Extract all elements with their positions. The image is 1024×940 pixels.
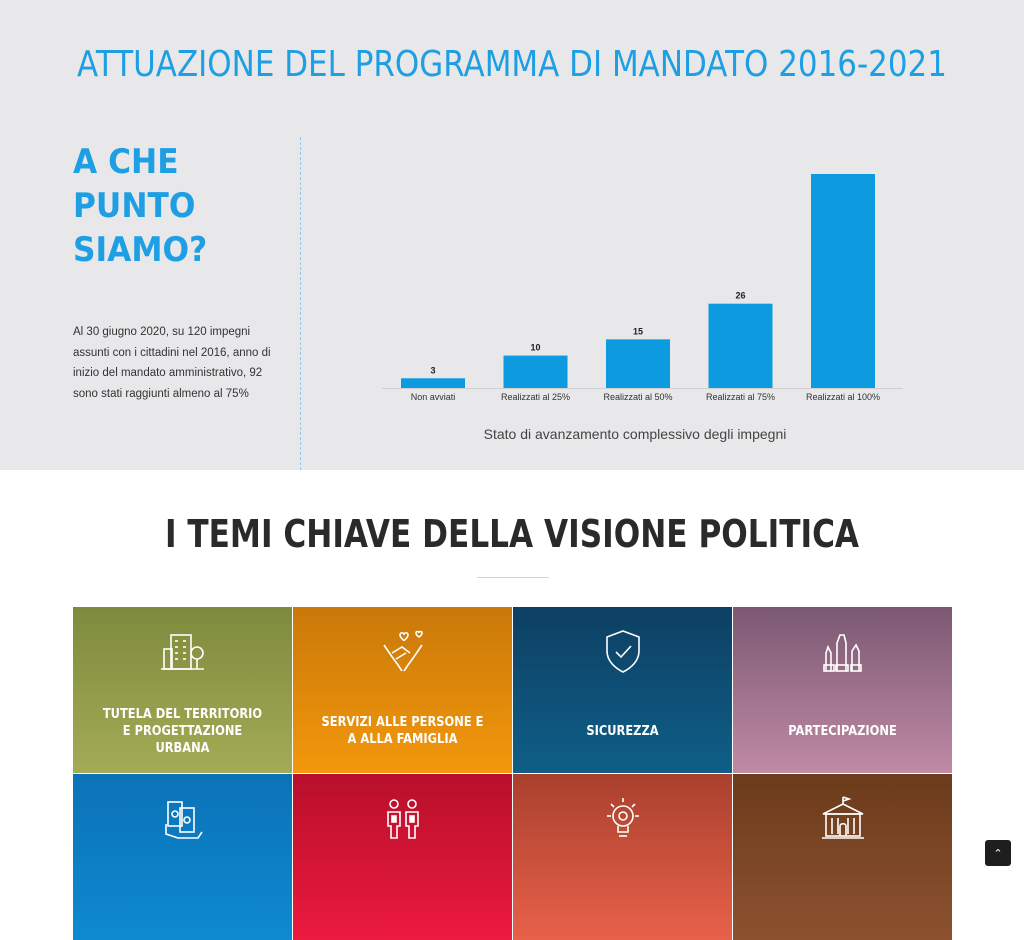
chevron-up-icon: ⌃ xyxy=(993,847,1003,860)
theme-label xyxy=(319,878,485,918)
theme-tile-territory[interactable]: TUTELA DEL TERRITORIO E PROGETTAZIONE UR… xyxy=(73,607,292,773)
chart-bar xyxy=(811,174,875,388)
theme-label: SICUREZZA xyxy=(586,723,659,739)
theme-tile-security[interactable]: SICUREZZA xyxy=(513,607,732,773)
theme-tile-institutions[interactable] xyxy=(733,774,952,940)
divider xyxy=(300,137,301,470)
chart-tick-label: Realizzati al 25% xyxy=(501,392,570,402)
theme-label: TUTELA DEL TERRITORIO E PROGETTAZIONE UR… xyxy=(102,706,263,756)
progress-chart-svg: 3 Non avviati 10 Realizzati al 25% 15 Realizz… xyxy=(382,174,903,402)
town-hall-icon xyxy=(821,796,864,839)
money-hand-icon xyxy=(164,801,203,839)
chart-bar xyxy=(401,378,465,388)
raised-hands-icon xyxy=(822,634,862,672)
theme-tile-economy[interactable] xyxy=(73,774,292,940)
city-buildings-icon xyxy=(160,634,204,670)
program-status-section: ATTUAZIONE DEL PROGRAMMA DI MANDATO 2016… xyxy=(0,0,1024,470)
themes-divider xyxy=(477,577,549,578)
theme-tile-family-services[interactable]: SERVIZI ALLE PERSONE E A ALLA FAMIGLIA xyxy=(293,607,512,773)
theme-tile-participation[interactable]: PARTECIPAZIONE xyxy=(733,607,952,773)
scroll-to-top-button[interactable]: ⌃ xyxy=(985,840,1011,866)
chart-data-label: 26 xyxy=(735,291,745,301)
page-title: ATTUAZIONE DEL PROGRAMMA DI MANDATO 2016… xyxy=(77,44,947,85)
theme-tile-people[interactable] xyxy=(293,774,512,940)
people-icon xyxy=(386,799,419,839)
chart-data-label: 3 xyxy=(430,365,435,375)
chart-bar xyxy=(503,355,568,388)
chart-tick-label: Realizzati al 100% xyxy=(806,392,880,402)
shield-check-icon xyxy=(605,630,640,673)
theme-tile-innovation[interactable] xyxy=(513,774,732,940)
status-description: Al 30 giugno 2020, su 120 impegni assunt… xyxy=(73,326,271,400)
progress-chart: 3 Non avviati 10 Realizzati al 25% 15 Realizz… xyxy=(300,137,1024,470)
theme-label xyxy=(99,878,265,918)
caring-hands-icon xyxy=(382,630,423,672)
chart-tick-label: Realizzati al 75% xyxy=(706,392,775,402)
lightbulb-gear-icon xyxy=(606,798,639,837)
themes-grid: TUTELA DEL TERRITORIO E PROGETTAZIONE UR… xyxy=(73,607,952,940)
chart-tick-label: Realizzati al 50% xyxy=(603,392,672,402)
theme-label xyxy=(539,878,705,918)
themes-title: I TEMI CHIAVE DELLA VISIONE POLITICA xyxy=(164,512,860,556)
chart-data-label: 15 xyxy=(633,326,643,336)
chart-x-axis-title: Stato di avanzamento complessivo degli i… xyxy=(483,426,787,442)
status-heading: A CHE PUNTO SIAMO? xyxy=(73,142,208,270)
theme-label: PARTECIPAZIONE xyxy=(788,723,897,739)
theme-label: SERVIZI ALLE PERSONE E A ALLA FAMIGLIA xyxy=(321,715,484,747)
chart-tick-label: Non avviati xyxy=(411,392,456,402)
chart-data-label: 10 xyxy=(530,343,540,353)
chart-bar xyxy=(606,339,670,388)
chart-bar xyxy=(708,303,773,388)
theme-label xyxy=(759,878,925,918)
